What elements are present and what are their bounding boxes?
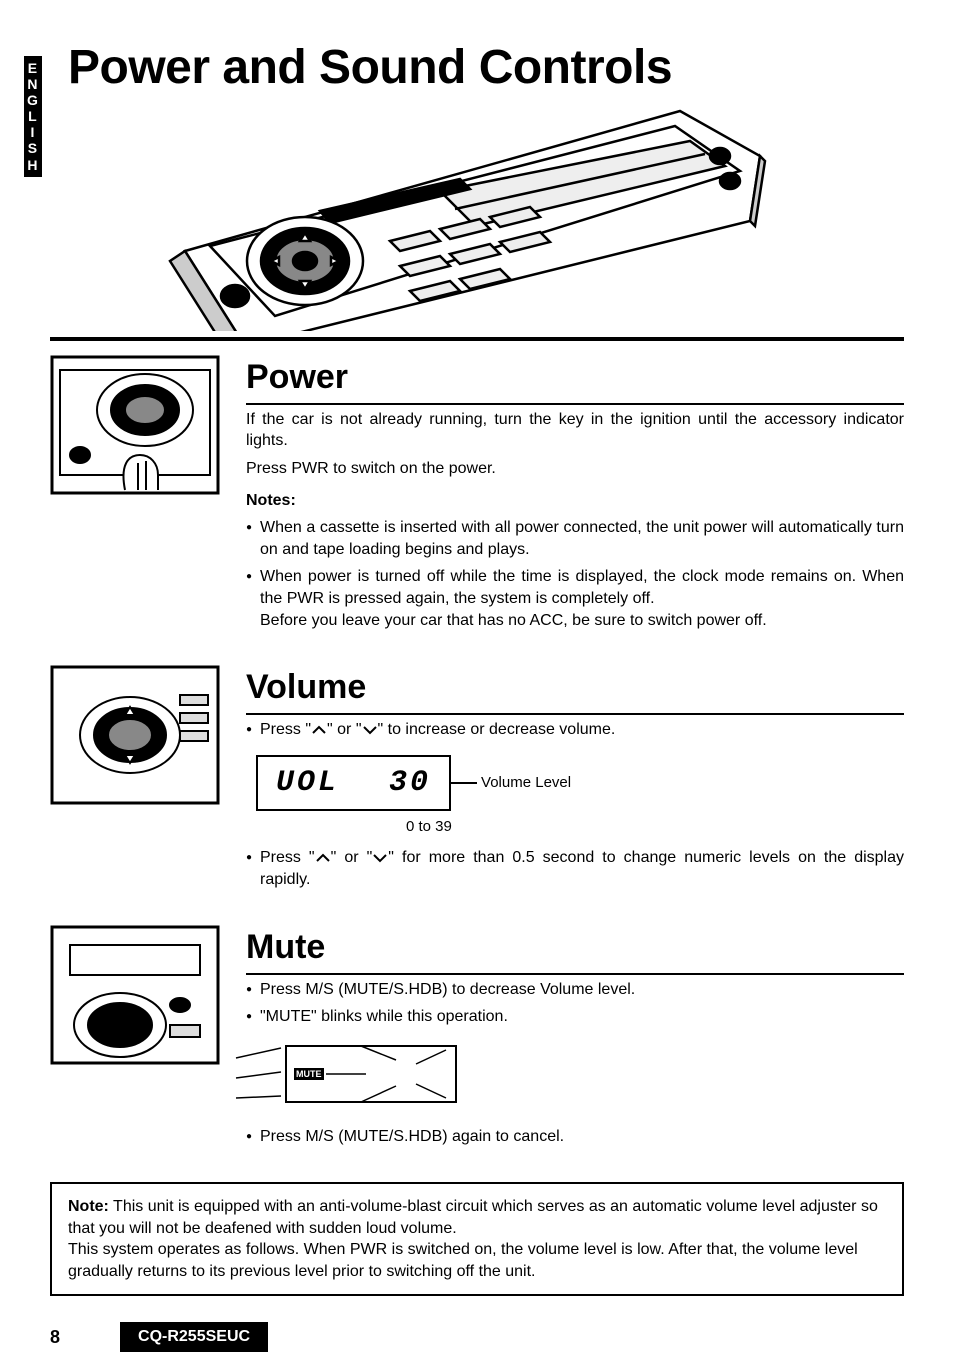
mute-bullet: "MUTE" blinks while this operation.: [246, 1006, 904, 1028]
note-box-paragraph-2: This system operates as follows. When PW…: [68, 1239, 886, 1282]
lcd-callout: Volume Level: [481, 773, 571, 793]
power-intro-1: If the car is not already running, turn …: [246, 409, 904, 452]
volume-line-1: Press "" or "" to increase or decrease v…: [246, 719, 904, 741]
power-intro-2: Press PWR to switch on the power.: [246, 458, 904, 480]
volume-thumbnail: [50, 665, 220, 805]
mute-bullet: Press M/S (MUTE/S.HDB) to decrease Volum…: [246, 979, 904, 1001]
mute-lcd-display: MUTE: [266, 1040, 496, 1117]
down-arrow-icon: [362, 725, 378, 735]
lcd-range: 0 to 39: [406, 817, 904, 837]
power-notes-list: When a cassette is inserted with all pow…: [246, 517, 904, 631]
up-arrow-icon: [315, 853, 331, 863]
power-note-item: When power is turned off while the time …: [246, 566, 904, 631]
page-footer: 8 CQ-R255SEUC: [50, 1322, 904, 1352]
volume-heading: Volume: [246, 665, 904, 715]
up-arrow-icon: [311, 725, 327, 735]
hero-illustration: [130, 101, 770, 331]
page-number: 8: [50, 1327, 60, 1348]
note-lead: Note:: [68, 1198, 109, 1215]
lcd-value: 30: [389, 763, 431, 804]
language-tab-text: E N G L I S H: [27, 60, 39, 173]
horizontal-rule: [50, 337, 904, 341]
volume-lcd-display: UOL 30 Volume Level: [256, 755, 571, 812]
mute-heading: Mute: [246, 925, 904, 975]
language-tab: E N G L I S H: [24, 56, 42, 177]
note-box-paragraph-1: Note: This unit is equipped with an anti…: [68, 1196, 886, 1239]
power-notes-label: Notes:: [246, 490, 904, 512]
power-note-item: When a cassette is inserted with all pow…: [246, 517, 904, 560]
car-stereo-illustration: [130, 101, 770, 331]
lcd-text: UOL: [276, 763, 339, 804]
section-mute: Mute Press M/S (MUTE/S.HDB) to decrease …: [50, 925, 904, 1154]
section-volume: Volume Press "" or "" to increase or dec…: [50, 665, 904, 896]
down-arrow-icon: [372, 853, 388, 863]
mute-thumbnail: [50, 925, 220, 1065]
power-thumbnail: [50, 355, 220, 495]
note-box: Note: This unit is equipped with an anti…: [50, 1182, 904, 1296]
model-badge: CQ-R255SEUC: [120, 1322, 268, 1352]
page-title: Power and Sound Controls: [68, 40, 904, 95]
lcd-connector: [451, 782, 477, 784]
mute-bullet-bottom: Press M/S (MUTE/S.HDB) again to cancel.: [246, 1126, 904, 1148]
section-power: Power If the car is not already running,…: [50, 355, 904, 637]
power-heading: Power: [246, 355, 904, 405]
volume-line-2: Press "" or "" for more than 0.5 second …: [246, 847, 904, 890]
mute-badge-text: MUTE: [296, 1069, 322, 1079]
